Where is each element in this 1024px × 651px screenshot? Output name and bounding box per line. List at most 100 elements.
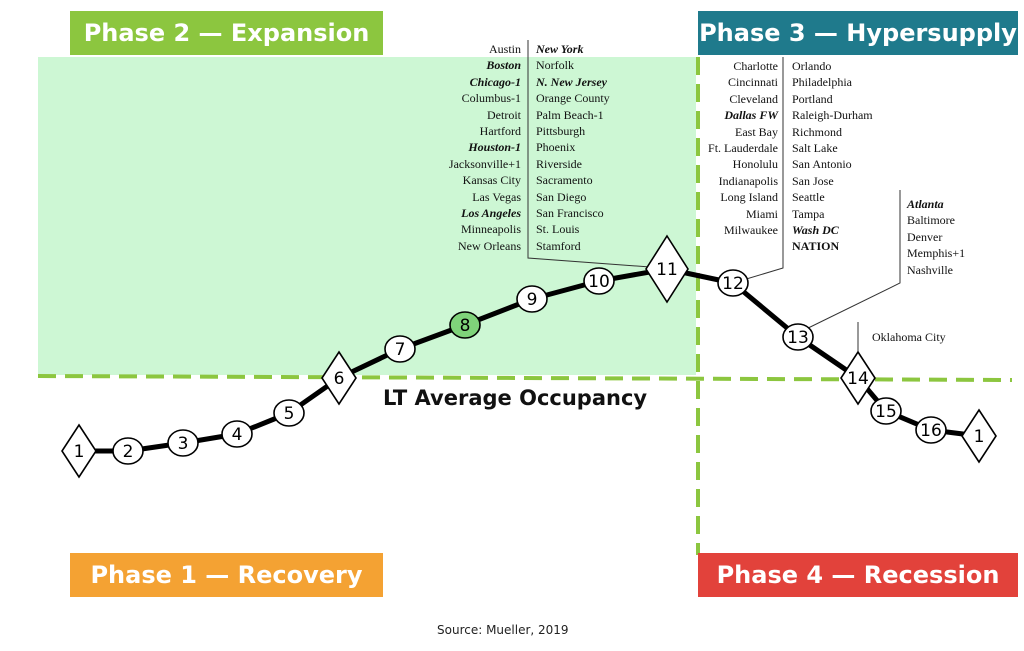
cycle-marker-14: 14 [840,350,876,406]
market-name: Boston [486,58,521,73]
market-name: Hartford [479,124,521,138]
market-name: Portland [792,91,833,106]
cycle-marker-label: 7 [395,340,406,360]
cycle-marker-9: 9 [516,285,548,313]
phase-2-banner: Phase 2 — Expansion [70,11,383,55]
cycle-marker-16: 16 [915,416,947,444]
cycle-marker-label: 6 [334,369,345,389]
cycle-marker-3: 3 [167,429,199,457]
cycle-marker-2: 2 [112,437,144,465]
market-name: Atlanta [907,197,944,211]
market-name: Indianapolis [718,173,778,188]
market-name: Houston-1 [468,140,521,155]
market-name: Palm Beach-1 [536,107,604,122]
cycle-marker-11: 11 [645,234,689,304]
cycle-marker-17: 1 [961,408,997,464]
cycle-marker-label: 8 [460,316,471,336]
cycle-marker-label: 4 [232,425,243,445]
cycle-marker-label: 2 [123,442,134,462]
market-name: San Antonio [792,157,852,172]
market-name: Ft. Lauderdale [708,141,778,155]
market-name: Riverside [536,156,582,171]
market-name: San Francisco [536,206,604,220]
market-name: Memphis+1 [907,246,966,261]
market-name: Miami [746,206,778,221]
market-name: Los Angeles [461,206,521,220]
market-name: San Diego [536,189,587,204]
market-name: Honolulu [732,157,778,172]
market-name: New Orleans [458,238,521,253]
market-name: Sacramento [536,173,593,188]
market-name: Richmond [792,124,842,139]
market-name: New York [536,42,584,56]
market-name: Austin [488,42,521,56]
market-name: Pittsburgh [536,124,586,138]
market-name: Minneapolis [461,222,521,237]
cycle-marker-7: 7 [384,335,416,363]
market-name: Philadelphia [792,75,852,90]
market-name: Orange County [536,91,610,106]
leader-line-point-12 [732,57,784,284]
cycle-marker-label: 15 [875,402,897,422]
cycle-marker-5: 5 [273,399,305,427]
market-name: Baltimore [907,213,955,228]
market-name: Phoenix [536,140,576,155]
market-name: Cleveland [729,91,778,106]
cycle-marker-label: 13 [787,328,809,348]
cycle-marker-label: 16 [920,421,942,441]
market-name: Stamford [536,238,581,253]
phase-1-banner: Phase 1 — Recovery [70,553,383,597]
market-name: Oklahoma City [872,330,946,344]
cycle-marker-label: 9 [527,290,538,310]
market-name: Raleigh-Durham [792,108,873,123]
market-name: St. Louis [536,222,580,237]
market-name: Las Vegas [472,189,521,204]
cycle-marker-4: 4 [221,420,253,448]
cycle-marker-1: 1 [61,423,97,479]
market-name: Dallas FW [724,108,778,123]
cycle-marker-label: 3 [178,434,189,454]
market-name: Long Island [720,190,778,205]
leader-line-point-13 [797,190,901,334]
source-caption: Source: Mueller, 2019 [437,623,569,637]
market-name: Norfolk [536,58,574,73]
market-name: Milwaukee [724,223,778,237]
cycle-marker-6: 6 [321,350,357,406]
cycle-marker-label: 14 [847,369,869,389]
market-name: Kansas City [462,173,521,188]
cycle-marker-label: 5 [284,404,295,424]
market-name: Jacksonville+1 [448,156,521,171]
cycle-marker-label: 12 [722,274,744,294]
market-name: Denver [907,229,943,244]
cycle-marker-label: 10 [588,272,610,292]
market-name: Orlando [792,59,832,73]
market-name: Cincinnati [728,75,778,90]
market-name: East Bay [735,124,778,139]
cycle-marker-12: 12 [717,269,749,297]
cycle-marker-label: 1 [74,442,85,462]
market-name: Seattle [792,190,825,205]
market-name: Columbus-1 [461,91,521,106]
market-name: San Jose [792,173,834,188]
market-name: Charlotte [733,59,778,73]
market-name: Detroit [487,107,521,122]
cycle-marker-label: 1 [974,427,985,447]
market-name: NATION [792,239,840,254]
market-name: Salt Lake [792,141,838,155]
cycle-marker-15: 15 [870,397,902,425]
phase-3-banner: Phase 3 — Hypersupply [698,11,1018,55]
cycle-marker-13: 13 [782,323,814,351]
leader-line-point-11 [527,40,665,269]
cycle-marker-10: 10 [583,267,615,295]
market-name: Nashville [907,262,953,277]
phase-4-banner: Phase 4 — Recession [698,553,1018,597]
market-name: Wash DC [792,223,839,237]
cycle-marker-8: 8 [449,311,481,339]
expansion-zone-fill [38,57,696,375]
market-name: Chicago-1 [469,74,521,89]
lt-average-occupancy-label: LT Average Occupancy [383,386,648,410]
cycle-marker-label: 11 [656,260,678,280]
